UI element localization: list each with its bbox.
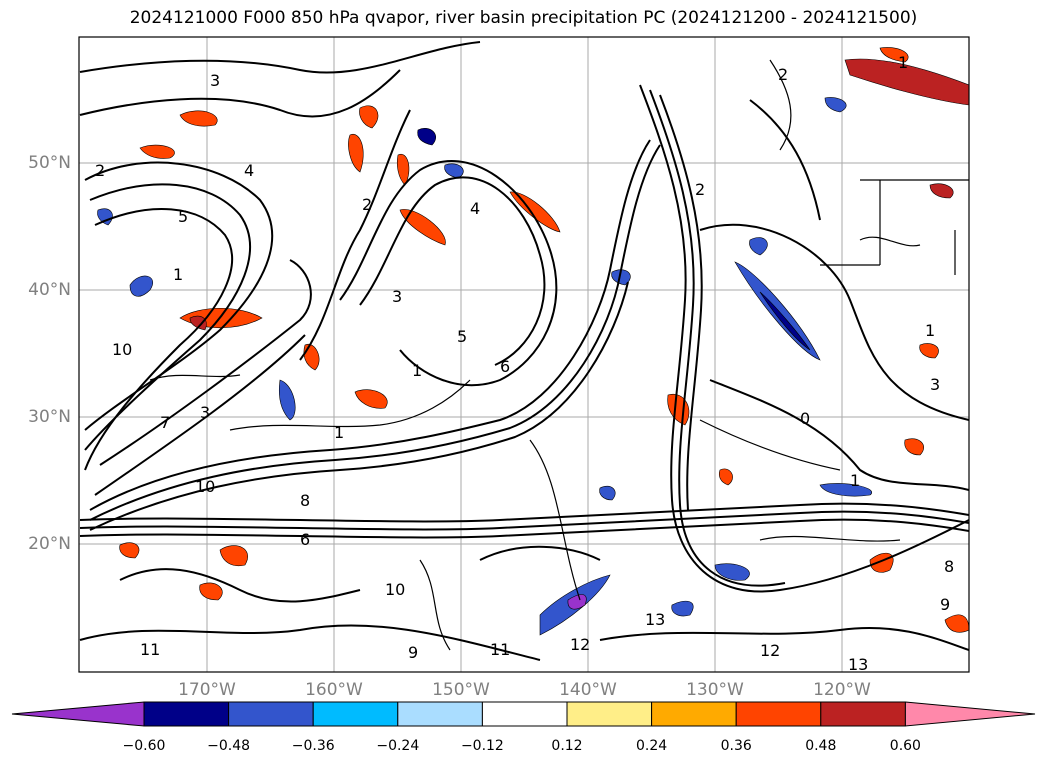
contour-label: 1 (334, 423, 344, 442)
contour-label: 7 (160, 413, 170, 432)
contour-label: 2 (95, 161, 105, 180)
colorbar-tick: 0.60 (889, 738, 921, 754)
colorbar-tick: −0.60 (122, 738, 166, 754)
colorbar-cell (312, 701, 399, 727)
contour-label: 13 (645, 610, 665, 629)
contour-label: 5 (178, 207, 188, 226)
lon-label-150w: 150°W (432, 680, 490, 700)
colorbar-cell (904, 701, 1036, 727)
colorbar-tick: 0.36 (720, 738, 752, 754)
contour-label: 1 (898, 53, 908, 72)
colorbar-cell (397, 701, 483, 727)
contour-label: 1 (412, 361, 422, 380)
contour-label: 4 (470, 199, 480, 218)
contour-label: 6 (300, 530, 310, 549)
colorbar-tick: 0.48 (805, 738, 837, 754)
lon-label-170w: 170°W (178, 680, 236, 700)
colorbar-cell (735, 701, 822, 727)
lon-label-120w: 120°W (813, 680, 871, 700)
contour-label: 8 (300, 491, 310, 510)
contour-label: 4 (244, 161, 254, 180)
contour-label: 9 (940, 595, 950, 614)
contour-label: 10 (112, 340, 132, 359)
contour-label: 3 (930, 375, 940, 394)
contour-label: 2 (778, 65, 788, 84)
contour-label: 2 (695, 180, 705, 199)
contour-label: 8 (944, 557, 954, 576)
colorbar (11, 701, 1036, 727)
colorbar-cell (143, 701, 230, 727)
contour-label: 13 (848, 655, 868, 674)
colorbar-tick: −0.36 (291, 738, 335, 754)
contour-label: 5 (457, 327, 467, 346)
contour-label: 11 (490, 640, 510, 659)
contour-label: 9 (408, 643, 418, 662)
colorbar-cell (228, 701, 314, 727)
contour-label: 12 (570, 635, 590, 654)
contour-label: 0 (800, 409, 810, 428)
colorbar-tick: −0.48 (207, 738, 251, 754)
colorbar-tick: −0.24 (376, 738, 420, 754)
colorbar-cell (11, 701, 145, 727)
lat-label-40n: 40°N (28, 280, 71, 300)
lon-label-140w: 140°W (559, 680, 617, 700)
contour-label: 10 (385, 580, 405, 599)
lon-label-160w: 160°W (305, 680, 363, 700)
colorbar-tick: 0.24 (636, 738, 668, 754)
lon-label-130w: 130°W (686, 680, 744, 700)
contour-label: 3 (210, 71, 220, 90)
qvapor-contours (79, 41, 969, 661)
shaded-anomalies (97, 47, 969, 636)
colorbar-cell (481, 701, 568, 727)
colorbar-tick: 0.12 (551, 738, 583, 754)
contour-label: 1 (173, 265, 183, 284)
contour-label: 11 (140, 640, 160, 659)
contour-label: 3 (200, 403, 210, 422)
qvapor-contours-thin (149, 59, 969, 651)
contour-label: 6 (500, 357, 510, 376)
contour-label: 12 (760, 641, 780, 660)
contour-label: 2 (362, 195, 372, 214)
colorbar-cell (566, 701, 653, 727)
colorbar-cell (651, 701, 737, 727)
contour-label: 3 (392, 287, 402, 306)
lat-label-50n: 50°N (28, 153, 71, 173)
contour-label: 1 (925, 321, 935, 340)
lat-label-30n: 30°N (28, 407, 71, 427)
colorbar-tick: −0.12 (460, 738, 504, 754)
colorbar-cell (820, 701, 906, 727)
contour-label: 10 (195, 477, 215, 496)
page-title: 2024121000 F000 850 hPa qvapor, river ba… (129, 8, 918, 28)
lat-label-20n: 20°N (28, 534, 71, 554)
contour-label: 1 (850, 471, 860, 490)
